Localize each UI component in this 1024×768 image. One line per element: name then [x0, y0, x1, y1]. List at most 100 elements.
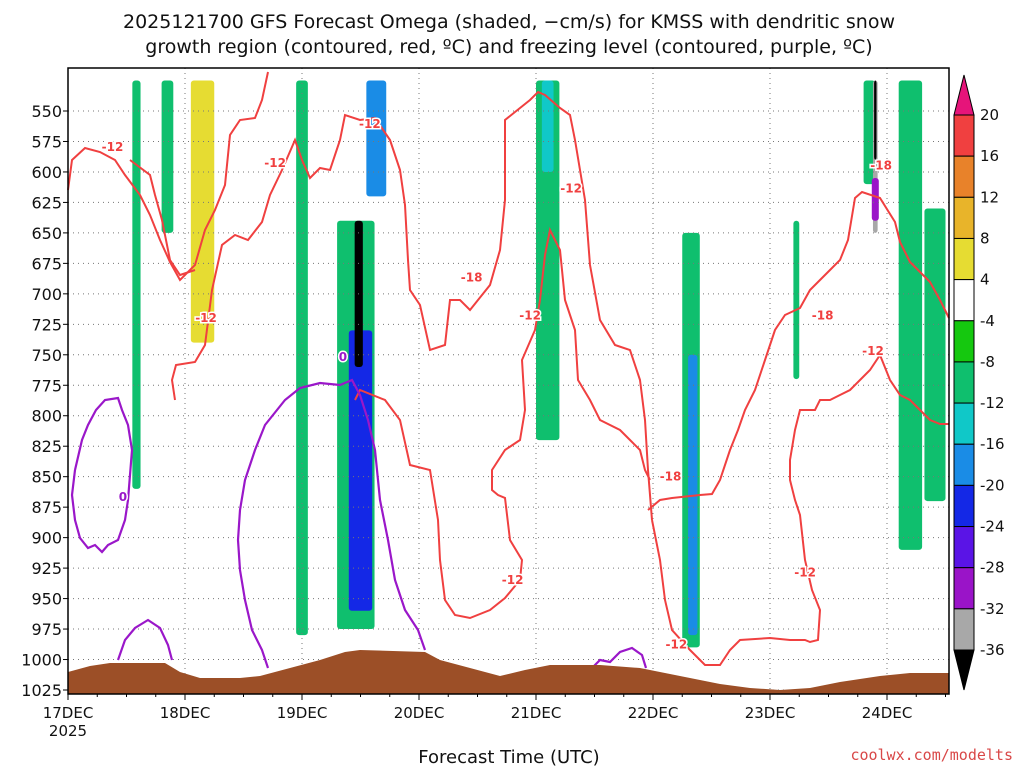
x-tick-label: 23DEC — [745, 704, 796, 722]
freezing-level-contours — [70, 378, 648, 669]
x-tick-label: 19DEC — [277, 704, 328, 722]
colorbar-swatch — [953, 608, 975, 651]
y-tick-label: 900 — [31, 529, 62, 548]
credit-text: coolwx.com/modelts — [850, 746, 1013, 764]
dgz-contours — [67, 71, 950, 666]
colorbar-swatch — [953, 443, 975, 486]
y-tick-label: 775 — [31, 376, 62, 395]
omega-shade-region — [863, 80, 876, 185]
colorbar-tick-label: -24 — [980, 518, 1005, 536]
plot-area: -12 -12 -12 -12 -18 -12 -12 -12 -18 -12 -18 -18 -12 -… — [67, 67, 950, 695]
x-tick-label: 22DEC — [628, 704, 679, 722]
plot-frame — [67, 67, 950, 695]
colorbar-swatch — [953, 237, 975, 281]
freezing-contour-line — [116, 618, 174, 661]
dgz-contour-label: -12 — [666, 638, 688, 652]
x-tick-label: 18DEC — [160, 704, 211, 722]
y-tick-label: 600 — [31, 163, 62, 182]
dgz-contour-label: -12 — [195, 311, 217, 325]
dgz-contour-label: -12 — [359, 117, 381, 131]
x-tick-label: 17DEC — [43, 704, 94, 722]
dgz-contour-label: -12 — [102, 140, 124, 154]
colorbar-tick-label: -8 — [980, 353, 995, 371]
omega-shade-region — [799, 80, 823, 416]
colorbar-tick-label: 4 — [980, 271, 990, 289]
terrain — [68, 650, 949, 694]
colorbar: 20 16 12 8 4 -4 -8 -12 -16 -20 -24 -28 -32 -36 — [953, 74, 1005, 691]
dgz-contour-line — [67, 71, 269, 282]
dgz-contour-label: -12 — [862, 344, 884, 358]
omega-shade-region — [132, 80, 141, 489]
y-tick-label: 575 — [31, 132, 62, 151]
y-tick-label: 650 — [31, 224, 62, 243]
omega-shade-region — [161, 80, 174, 233]
omega-shade-region — [541, 80, 554, 172]
omega-shade-region — [190, 80, 215, 343]
omega-shade-region — [898, 80, 923, 550]
x-tick-label: 20DEC — [394, 704, 445, 722]
chart-title: 2025121700 GFS Forecast Omega (shaded, −… — [123, 11, 895, 33]
y-tick-label: 950 — [31, 590, 62, 609]
dgz-contour-label: -18 — [461, 271, 483, 285]
freezing-contour-line — [70, 396, 134, 554]
dgz-contour-label: -18 — [870, 159, 892, 173]
colorbar-tick-label: -32 — [980, 600, 1005, 618]
colorbar-tick-label: 16 — [980, 147, 999, 165]
colorbar-swatch — [953, 526, 975, 569]
colorbar-swatch — [953, 320, 975, 363]
x-tick-label: 21DEC — [511, 704, 562, 722]
omega-shade-region — [871, 178, 879, 221]
dgz-contour-line — [129, 159, 196, 277]
x-year-label: 2025 — [49, 722, 87, 740]
y-tick-label: 825 — [31, 437, 62, 456]
freezing-contour-line — [236, 378, 427, 669]
chart-title-line2: growth region (contoured, red, ºC) and f… — [145, 36, 872, 58]
dgz-contour-label: -12 — [264, 156, 286, 170]
dgz-contour-label: -12 — [560, 182, 582, 196]
dgz-contour-line — [170, 90, 653, 521]
colorbar-tick-label: -28 — [980, 559, 1005, 577]
omega-shade-region — [793, 220, 800, 380]
dgz-contour-line — [651, 352, 949, 666]
y-tick-label: 1000 — [21, 651, 62, 670]
y-tick-label: 700 — [31, 285, 62, 304]
omega-shade-region — [366, 80, 387, 197]
colorbar-swatch — [953, 361, 975, 404]
y-tick-label: 625 — [31, 193, 62, 212]
dgz-contour-label: -12 — [502, 573, 524, 587]
colorbar-swatch — [953, 402, 975, 445]
colorbar-tick-label: -36 — [980, 641, 1005, 659]
colorbar-swatch — [953, 196, 975, 239]
y-tick-label: 850 — [31, 468, 62, 487]
freezing-contour-label: 0 — [339, 350, 347, 364]
omega-shade-region — [348, 330, 373, 611]
y-tick-label: 550 — [31, 102, 62, 121]
freezing-contour-line — [591, 646, 648, 669]
y-tick-label: 1025 — [21, 681, 62, 700]
colorbar-tick-label: -4 — [980, 312, 995, 330]
dgz-contour-line — [647, 190, 950, 511]
y-tick-label: 675 — [31, 254, 62, 273]
dgz-contour-label: -12 — [794, 566, 816, 580]
colorbar-tick-label: 8 — [980, 229, 990, 247]
y-tick-label: 925 — [31, 559, 62, 578]
colorbar-swatch — [953, 155, 975, 198]
colorbar-swatch — [953, 114, 975, 157]
y-tick-label: 800 — [31, 407, 62, 426]
colorbar-tick-label: 12 — [980, 188, 999, 206]
dgz-contour-label: -12 — [519, 308, 541, 322]
colorbar-tick-label: -16 — [980, 435, 1005, 453]
omega-shade-region — [874, 80, 877, 160]
x-axis: 17DEC 18DEC 19DEC 20DEC 21DEC 22DEC 23DEC 24DEC — [43, 694, 946, 722]
y-tick-label: 750 — [31, 346, 62, 365]
omega-shade-region — [296, 80, 308, 636]
y-tick-label: 725 — [31, 315, 62, 334]
omega-shade-region — [924, 208, 946, 502]
colorbar-swatch — [953, 484, 975, 528]
dgz-contour-label: -18 — [660, 469, 682, 483]
colorbar-swatch — [953, 649, 975, 691]
colorbar-swatch — [953, 279, 975, 322]
freezing-contour-label: 0 — [119, 490, 127, 504]
colorbar-swatch — [953, 74, 975, 116]
